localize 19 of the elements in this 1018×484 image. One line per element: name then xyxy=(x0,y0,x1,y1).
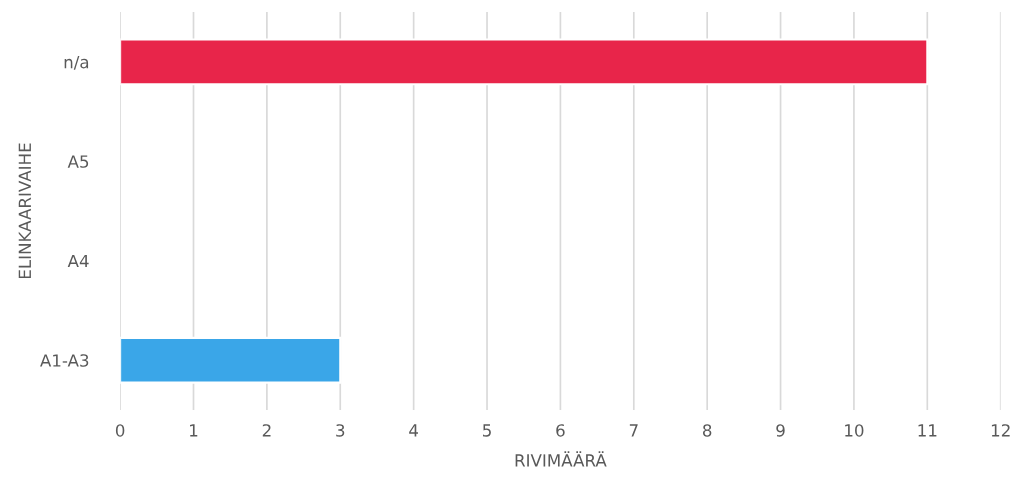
y-tick-label: A5 xyxy=(67,155,89,168)
x-tick-label: 9 xyxy=(776,424,785,437)
x-tick-label: 2 xyxy=(262,424,271,437)
x-tick-label: 6 xyxy=(556,424,565,437)
x-tick-label: 11 xyxy=(918,424,937,437)
y-tick-label: n/a xyxy=(64,56,89,70)
x-tick-label: 1 xyxy=(190,424,198,437)
y-tick-label: A1-A3 xyxy=(40,354,89,367)
x-tick-label: 12 xyxy=(991,424,1010,437)
x-tick-label: 3 xyxy=(336,424,345,437)
x-tick-label: 5 xyxy=(483,424,491,437)
x-tick-label: 8 xyxy=(703,424,712,437)
y-axis-title: ELINKAARIVAIHE xyxy=(18,143,31,279)
x-axis-title: RIVIMÄÄRÄ xyxy=(515,451,607,467)
x-tick-label: 7 xyxy=(629,424,638,437)
x-tick-label: 4 xyxy=(409,424,419,437)
x-tick-label: 0 xyxy=(115,424,125,437)
y-tick-label: A4 xyxy=(67,254,89,268)
x-tick-label: 10 xyxy=(845,424,864,437)
